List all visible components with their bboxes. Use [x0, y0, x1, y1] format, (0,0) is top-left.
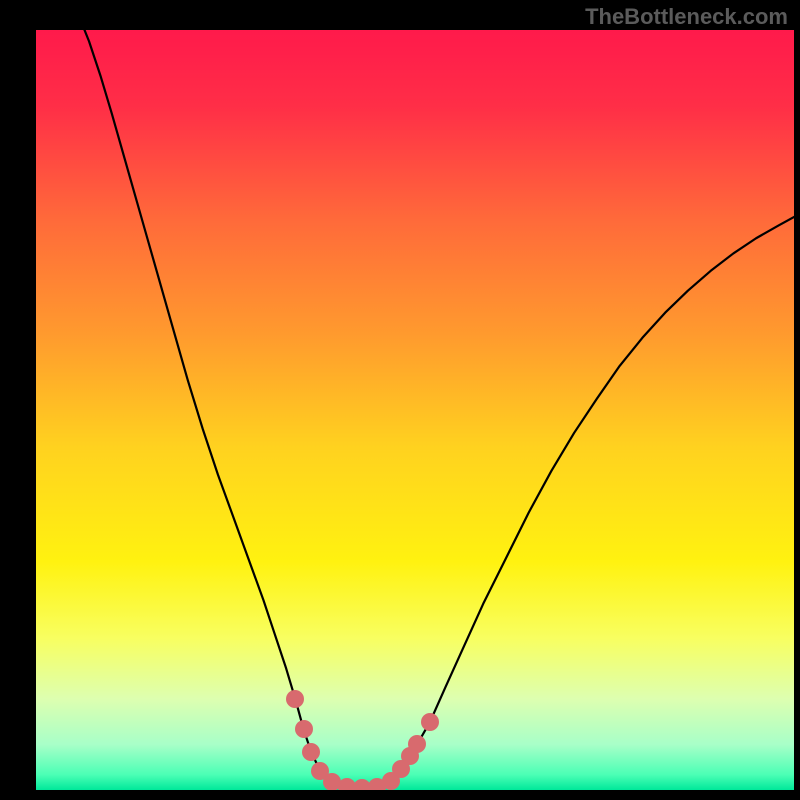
- curve-marker: [421, 713, 439, 731]
- chart-canvas: TheBottleneck.com: [0, 0, 800, 800]
- bottleneck-curve: [36, 30, 794, 790]
- watermark-text: TheBottleneck.com: [585, 4, 788, 30]
- curve-marker: [295, 720, 313, 738]
- curve-marker: [286, 690, 304, 708]
- curve-marker: [408, 735, 426, 753]
- plot-area: [36, 30, 794, 790]
